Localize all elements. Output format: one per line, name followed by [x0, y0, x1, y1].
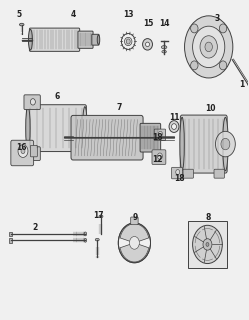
Text: 10: 10 [205, 104, 216, 113]
Wedge shape [120, 243, 149, 262]
FancyBboxPatch shape [26, 105, 86, 152]
Ellipse shape [26, 107, 30, 150]
Wedge shape [120, 224, 149, 243]
Ellipse shape [219, 61, 227, 70]
Ellipse shape [28, 29, 32, 50]
Ellipse shape [97, 35, 100, 44]
Ellipse shape [99, 215, 103, 218]
FancyBboxPatch shape [154, 129, 166, 140]
Ellipse shape [146, 42, 149, 47]
Ellipse shape [191, 61, 198, 70]
Circle shape [215, 131, 235, 157]
Text: 8: 8 [205, 213, 211, 222]
FancyBboxPatch shape [78, 31, 93, 48]
FancyBboxPatch shape [30, 145, 37, 157]
Text: 2: 2 [32, 223, 38, 232]
FancyBboxPatch shape [131, 217, 138, 225]
Ellipse shape [84, 232, 87, 236]
Ellipse shape [161, 46, 167, 49]
Ellipse shape [200, 36, 217, 58]
Ellipse shape [162, 50, 166, 53]
Ellipse shape [223, 117, 228, 171]
Circle shape [30, 99, 35, 105]
Ellipse shape [143, 39, 152, 50]
Ellipse shape [185, 16, 233, 78]
FancyBboxPatch shape [24, 147, 40, 160]
Circle shape [21, 148, 25, 154]
Text: 11: 11 [169, 114, 179, 123]
Circle shape [126, 39, 130, 44]
Bar [9, 232, 12, 236]
FancyBboxPatch shape [172, 167, 183, 179]
FancyBboxPatch shape [180, 115, 227, 173]
FancyBboxPatch shape [214, 169, 224, 178]
Circle shape [192, 225, 222, 264]
Ellipse shape [83, 107, 87, 150]
Ellipse shape [205, 42, 212, 52]
Text: 14: 14 [159, 20, 169, 28]
Ellipse shape [124, 37, 132, 46]
Text: 13: 13 [123, 10, 133, 19]
Text: 16: 16 [16, 143, 26, 152]
Text: 7: 7 [117, 103, 122, 112]
Ellipse shape [191, 24, 198, 33]
Text: 4: 4 [71, 10, 76, 19]
FancyBboxPatch shape [71, 116, 143, 160]
Ellipse shape [172, 124, 177, 129]
Ellipse shape [84, 238, 87, 242]
Ellipse shape [95, 238, 99, 241]
Text: 12: 12 [152, 155, 162, 164]
Bar [9, 238, 12, 243]
FancyBboxPatch shape [24, 95, 40, 109]
Text: 9: 9 [132, 213, 138, 222]
Circle shape [221, 138, 230, 150]
Text: 5: 5 [17, 10, 22, 19]
FancyBboxPatch shape [29, 28, 80, 51]
Text: 15: 15 [143, 19, 153, 28]
FancyBboxPatch shape [140, 123, 161, 152]
Circle shape [203, 239, 212, 250]
Circle shape [157, 153, 162, 159]
Ellipse shape [180, 117, 184, 171]
Circle shape [129, 236, 139, 249]
Ellipse shape [169, 121, 179, 132]
Bar [188, 220, 227, 268]
Circle shape [18, 145, 28, 157]
Ellipse shape [219, 24, 227, 33]
Text: 3: 3 [215, 14, 220, 23]
Text: 1: 1 [239, 80, 244, 89]
Circle shape [158, 131, 162, 136]
Ellipse shape [248, 83, 249, 86]
FancyBboxPatch shape [11, 140, 34, 166]
Text: 18: 18 [174, 174, 184, 183]
Ellipse shape [192, 26, 225, 68]
FancyBboxPatch shape [183, 169, 193, 178]
Text: 18: 18 [152, 133, 163, 142]
Circle shape [176, 170, 180, 175]
Text: 6: 6 [55, 92, 60, 101]
Ellipse shape [19, 23, 24, 26]
FancyBboxPatch shape [152, 150, 166, 164]
Circle shape [206, 243, 209, 246]
Text: 17: 17 [93, 211, 103, 220]
FancyBboxPatch shape [92, 34, 99, 45]
